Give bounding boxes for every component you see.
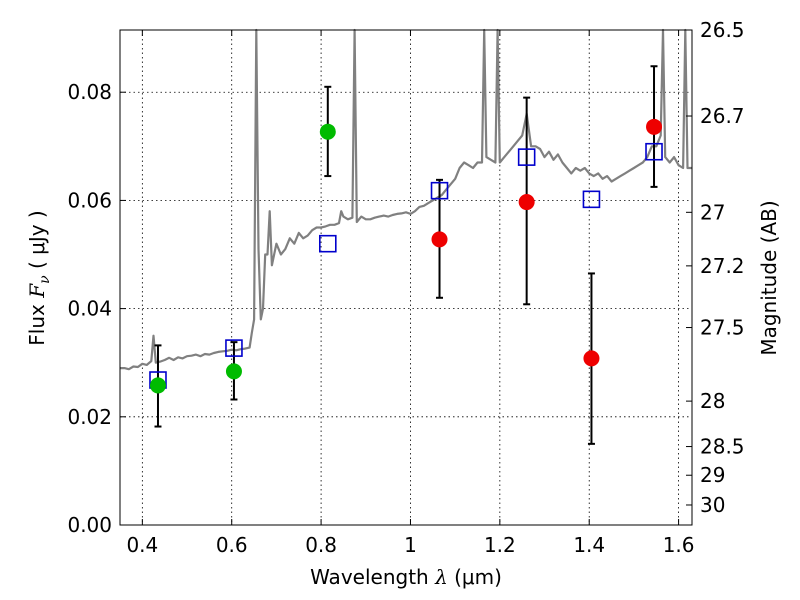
x-tick-label: 0.4	[126, 533, 158, 557]
x-tick-label: 0.8	[305, 533, 337, 557]
right-tick-label: 26.7	[700, 104, 745, 128]
plot-frame	[119, 29, 693, 526]
x-tick-label: 1.4	[573, 533, 605, 557]
axis-ticks: 0.4 0.6 0.8 1 1.2 1.4 1.6 0.00 0.02 0.04 0.06 0.08 2…	[67, 18, 744, 557]
model-spectrum	[120, 28, 692, 371]
right-tick-label: 30	[700, 493, 725, 517]
model-photometry-square	[517, 148, 536, 166]
x-axis-label: Wavelength λ (μm)	[310, 565, 502, 589]
right-tick-label: 27.5	[700, 316, 745, 340]
observed-point	[646, 118, 663, 135]
x-tick-label: 1.2	[484, 533, 516, 557]
y-axis-label: Flux Fν ( μJy )	[25, 210, 53, 345]
right-tick-label: 27.2	[700, 254, 745, 278]
model-photometry-square	[225, 339, 243, 357]
model-photometry-square	[318, 234, 337, 253]
spectrum-line	[120, 28, 692, 371]
y-tick-label: 0.00	[67, 513, 112, 537]
x-tick-label: 0.6	[216, 533, 248, 557]
model-photometry-square	[645, 142, 663, 161]
right-tick-label: 27	[700, 200, 725, 224]
grid-lines	[120, 30, 692, 526]
model-photometry-square	[582, 190, 601, 209]
right-tick-label: 29	[700, 463, 725, 487]
observed-point	[431, 231, 448, 248]
right-tick-label: 28	[700, 389, 725, 413]
observed-point	[149, 377, 166, 394]
y-tick-label: 0.06	[67, 188, 112, 212]
y-tick-label: 0.04	[67, 297, 112, 321]
right-tick-label: 28.5	[700, 435, 745, 459]
observed-point	[583, 350, 600, 367]
data-markers	[149, 118, 663, 394]
right-tick-label: 26.5	[700, 18, 745, 42]
y-tick-label: 0.02	[67, 405, 112, 429]
observed-point	[518, 194, 535, 211]
x-tick-label: 1.6	[663, 533, 695, 557]
observed-point	[319, 123, 336, 140]
model-photometry-square	[430, 181, 449, 200]
y-tick-label: 0.08	[67, 80, 112, 104]
observed-point	[225, 363, 242, 380]
plot-background	[120, 30, 692, 525]
right-axis-label: Magnitude (AB)	[757, 200, 781, 355]
x-tick-label: 1	[404, 533, 417, 557]
